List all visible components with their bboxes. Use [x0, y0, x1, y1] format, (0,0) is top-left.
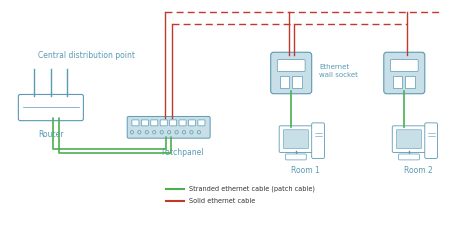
Text: Room 2: Room 2 — [404, 166, 433, 175]
Text: Solid ethernet cable: Solid ethernet cable — [189, 198, 255, 204]
FancyBboxPatch shape — [393, 76, 402, 88]
FancyBboxPatch shape — [283, 130, 309, 148]
FancyBboxPatch shape — [179, 120, 186, 126]
FancyBboxPatch shape — [198, 120, 205, 126]
FancyBboxPatch shape — [141, 120, 148, 126]
FancyBboxPatch shape — [271, 52, 312, 94]
FancyBboxPatch shape — [285, 154, 306, 160]
FancyBboxPatch shape — [397, 130, 421, 148]
FancyBboxPatch shape — [391, 60, 418, 72]
FancyBboxPatch shape — [292, 76, 301, 88]
FancyBboxPatch shape — [312, 123, 324, 158]
Text: Room 1: Room 1 — [291, 166, 319, 175]
Text: Stranded ethernet cable (patch cable): Stranded ethernet cable (patch cable) — [189, 186, 315, 192]
Text: Patchpanel: Patchpanel — [162, 148, 204, 157]
FancyBboxPatch shape — [392, 126, 426, 153]
FancyBboxPatch shape — [279, 126, 313, 153]
FancyBboxPatch shape — [189, 120, 196, 126]
FancyBboxPatch shape — [277, 60, 305, 72]
FancyBboxPatch shape — [399, 154, 419, 160]
FancyBboxPatch shape — [384, 52, 425, 94]
FancyBboxPatch shape — [170, 120, 177, 126]
FancyBboxPatch shape — [132, 120, 139, 126]
Text: Ethernet
wall socket: Ethernet wall socket — [319, 63, 358, 78]
FancyBboxPatch shape — [18, 94, 83, 121]
Text: Router: Router — [38, 130, 64, 139]
FancyBboxPatch shape — [160, 120, 167, 126]
FancyBboxPatch shape — [280, 76, 289, 88]
FancyBboxPatch shape — [425, 123, 438, 158]
FancyBboxPatch shape — [151, 120, 158, 126]
Text: Central distribution point: Central distribution point — [38, 51, 135, 60]
FancyBboxPatch shape — [127, 117, 210, 138]
FancyBboxPatch shape — [405, 76, 415, 88]
